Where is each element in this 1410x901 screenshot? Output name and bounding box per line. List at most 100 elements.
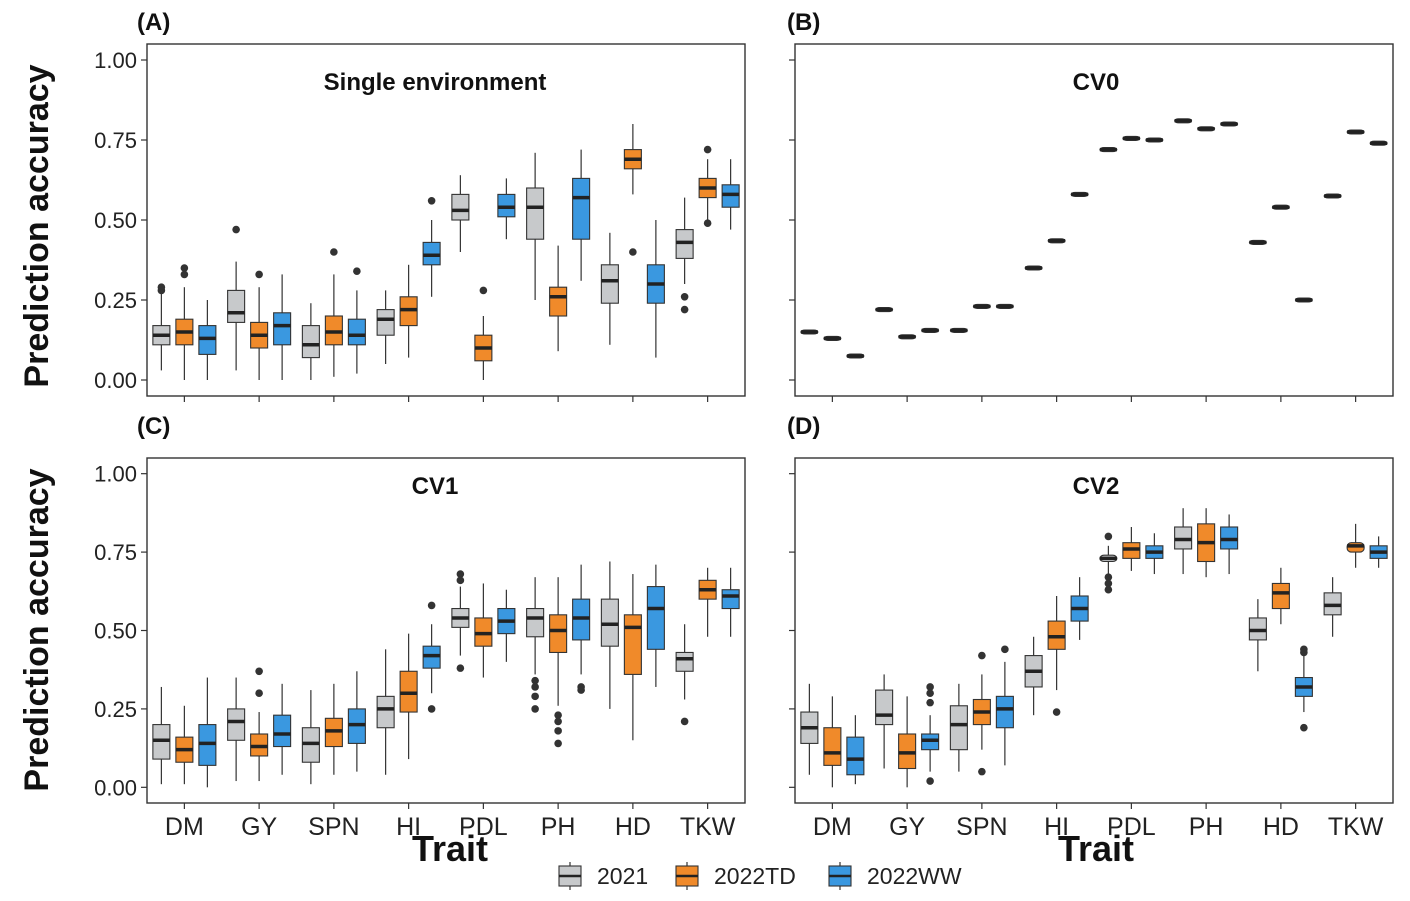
box-2022TD-PH xyxy=(1197,508,1216,578)
box-2022TD-HI xyxy=(1047,596,1066,716)
panel-title: CV2 xyxy=(1073,473,1120,500)
box-2022TD-SPN xyxy=(972,303,991,309)
outlier-point xyxy=(629,248,637,256)
box-2022TD-PH xyxy=(549,577,568,748)
x-tick-label: DM xyxy=(813,813,852,841)
box-body xyxy=(823,727,842,766)
x-tick-label: PH xyxy=(541,813,576,841)
legend-item-2022TD: 2022TD xyxy=(675,862,796,890)
box-2022WW-SPN xyxy=(347,671,366,772)
box-body xyxy=(600,264,619,304)
outlier-point xyxy=(330,248,338,256)
box-2022WW-HD xyxy=(1294,645,1313,732)
box-2022WW-HI xyxy=(1070,577,1089,640)
box-2021-TKW xyxy=(675,197,694,314)
box-2021-TKW xyxy=(1323,193,1342,199)
box-2021-HI xyxy=(376,290,395,364)
outlier-point xyxy=(703,145,712,154)
outlier-point xyxy=(1052,708,1061,716)
box-2022WW-HD xyxy=(1294,297,1313,303)
outlier-point xyxy=(703,219,712,227)
legend-label: 2022WW xyxy=(867,863,962,889)
x-axis-title-right: Trait xyxy=(1058,828,1134,869)
box-2021-PH xyxy=(526,152,545,300)
box-2022WW-TKW xyxy=(1369,536,1388,568)
y-tick-label: 1.00 xyxy=(94,48,137,73)
box-2021-GY xyxy=(227,225,246,371)
outlier-point xyxy=(926,689,934,698)
box-2022TD-SPN xyxy=(324,248,343,377)
box-2022WW-HI xyxy=(422,601,441,713)
box-2021-PDL xyxy=(451,175,470,252)
box-2022TD-PDL xyxy=(1122,527,1141,571)
box-2022TD-GY xyxy=(898,696,917,788)
x-tick-label: HI xyxy=(396,813,421,841)
box-2022TD-HI xyxy=(399,264,418,358)
panel-title: CV0 xyxy=(1073,69,1120,96)
box-2021-SPN xyxy=(949,327,968,333)
box-2021-HI xyxy=(1024,265,1043,271)
chart-panel-2: (C) CV1 0.00 0.25 0.50 0.75 1.00 DM GY SPN HI PDL PH… xyxy=(94,413,746,841)
outlier-point xyxy=(1300,648,1308,657)
box-body xyxy=(227,708,246,741)
box-2021-HD xyxy=(1248,599,1267,672)
x-tick-label: TKW xyxy=(680,813,736,841)
outlier-point xyxy=(926,777,934,785)
box-2022WW-HI xyxy=(1070,191,1089,197)
outlier-point xyxy=(680,717,689,726)
chart-panel-1: (B) CV0 xyxy=(787,9,1394,402)
outlier-point xyxy=(1104,579,1113,588)
panel-label: (B) xyxy=(787,9,820,36)
box-2021-SPN xyxy=(301,303,320,380)
box-2022TD-SPN xyxy=(324,683,343,775)
box-2021-HI xyxy=(376,649,395,775)
legend-label: 2021 xyxy=(597,863,648,889)
box-body xyxy=(572,177,591,240)
box-2022TD-TKW xyxy=(1346,129,1365,135)
box-2022TD-PDL xyxy=(474,286,493,380)
panel-title: CV1 xyxy=(412,473,459,500)
box-2022TD-PH xyxy=(1197,126,1216,132)
box-2022TD-HD xyxy=(1271,567,1290,625)
box-2022WW-TKW xyxy=(721,567,740,637)
box-2022WW-HD xyxy=(646,564,665,687)
box-2022WW-TKW xyxy=(1369,140,1388,146)
box-2021-HD xyxy=(1248,239,1267,245)
chart-panel-3: (D) CV2 DM GY SPN HI PDL PH HD TKW xyxy=(787,413,1394,841)
outlier-point xyxy=(680,305,689,314)
outlier-point xyxy=(926,698,934,707)
box-2022WW-SPN xyxy=(995,645,1014,766)
outlier-point xyxy=(1001,645,1009,654)
outlier-point xyxy=(554,717,562,726)
y-tick-label: 0.50 xyxy=(94,208,137,233)
outlier-point xyxy=(456,570,465,578)
box-2021-TKW xyxy=(675,624,694,726)
y-tick-label: 0.75 xyxy=(94,540,137,565)
box-2022WW-DM xyxy=(198,677,217,788)
outlier-point xyxy=(554,727,562,735)
panel-label: (D) xyxy=(787,413,820,440)
outlier-point xyxy=(427,197,436,205)
outlier-point xyxy=(255,689,263,698)
y-tick-label: 1.00 xyxy=(94,462,137,487)
box-2022TD-HD xyxy=(623,124,642,256)
box-body xyxy=(846,736,865,776)
y-tick-label: 0.75 xyxy=(94,128,137,153)
outlier-point xyxy=(978,651,986,660)
outlier-point xyxy=(157,283,166,292)
box-2022WW-PH xyxy=(1220,121,1239,127)
panel-label: (C) xyxy=(137,413,170,440)
box-2021-HI xyxy=(1024,636,1043,716)
x-tick-label: SPN xyxy=(308,813,359,841)
box-2022WW-HI xyxy=(422,197,441,297)
x-tick-label: HD xyxy=(615,813,651,841)
box-2021-TKW xyxy=(1323,577,1342,637)
y-tick-label: 0.25 xyxy=(94,697,137,722)
box-2021-GY xyxy=(227,677,246,782)
outlier-point xyxy=(232,225,240,234)
outlier-point xyxy=(456,576,465,585)
box-2022TD-GY xyxy=(898,334,917,340)
x-tick-label: GY xyxy=(241,813,277,841)
box-body xyxy=(376,309,395,336)
outlier-point xyxy=(427,601,436,610)
